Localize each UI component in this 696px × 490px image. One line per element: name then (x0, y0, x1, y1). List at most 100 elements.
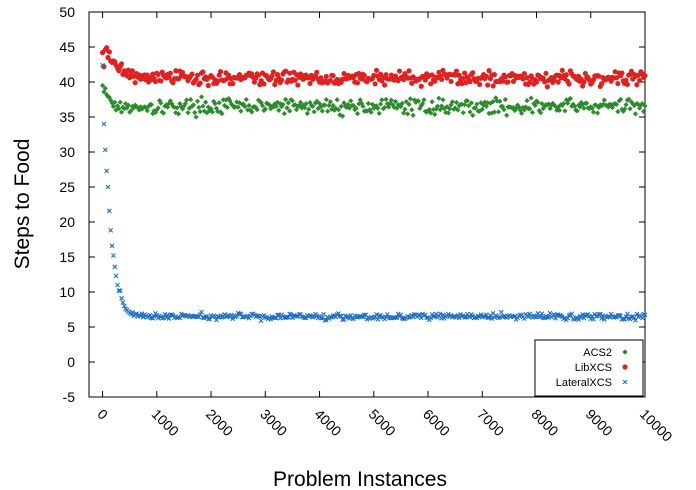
data-point-lateralxcs (115, 282, 120, 288)
data-point-acs2 (268, 106, 274, 112)
data-point-acs2 (536, 108, 542, 114)
data-point-lateralxcs (288, 312, 294, 317)
data-point-lateralxcs (318, 315, 324, 321)
data-point-acs2 (125, 102, 131, 108)
data-point-acs2 (447, 106, 453, 112)
data-point-acs2 (578, 99, 584, 106)
data-point-acs2 (178, 103, 184, 110)
data-point-acs2 (110, 103, 117, 110)
data-point-acs2 (243, 96, 249, 103)
data-point-acs2 (99, 82, 106, 89)
data-point-libxcs (269, 73, 275, 79)
data-point-lateralxcs (223, 313, 229, 319)
data-point-libxcs (255, 72, 262, 78)
data-point-acs2 (428, 110, 434, 116)
data-point-acs2 (504, 112, 510, 118)
data-point-lateralxcs (361, 312, 367, 318)
data-point-lateralxcs (512, 313, 518, 319)
data-point-acs2 (339, 113, 346, 119)
data-point-acs2 (632, 111, 639, 117)
data-point-acs2 (639, 101, 645, 107)
data-point-lateralxcs (262, 314, 268, 320)
legend-label-libxcs: LibXCS (575, 362, 612, 374)
data-point-lateralxcs (475, 313, 481, 319)
data-point-libxcs (455, 81, 461, 87)
data-point-lateralxcs (207, 316, 213, 321)
data-point-acs2 (617, 96, 624, 102)
data-point-libxcs (200, 69, 206, 75)
data-point-lateralxcs (478, 312, 484, 318)
data-point-lateralxcs (111, 253, 116, 258)
data-point-libxcs (278, 77, 285, 83)
data-point-acs2 (283, 96, 289, 103)
data-point-lateralxcs (344, 314, 350, 320)
data-point-libxcs (485, 82, 491, 88)
data-point-libxcs (217, 68, 224, 75)
data-point-acs2 (437, 107, 443, 113)
data-point-acs2 (249, 109, 255, 115)
data-point-libxcs (356, 70, 362, 77)
data-point-lateralxcs (102, 147, 108, 153)
data-point-acs2 (158, 100, 164, 106)
data-point-lateralxcs (108, 228, 114, 233)
data-point-acs2 (284, 105, 290, 111)
data-point-acs2 (495, 109, 502, 115)
data-point-acs2 (192, 109, 198, 116)
data-point-libxcs (642, 72, 648, 79)
x-tick-label: 6000 (420, 406, 453, 439)
data-point-lateralxcs (196, 314, 202, 320)
data-point-libxcs (104, 45, 110, 51)
data-point-acs2 (211, 98, 217, 105)
data-point-acs2 (228, 101, 234, 107)
data-point-lateralxcs (155, 315, 161, 321)
data-point-acs2 (478, 100, 484, 106)
data-point-libxcs (521, 71, 527, 77)
data-point-acs2 (371, 105, 377, 111)
x-tick-label: 9000 (583, 406, 616, 439)
data-point-acs2 (486, 110, 492, 116)
data-point-acs2 (189, 103, 195, 109)
data-point-acs2 (379, 97, 385, 103)
data-point-acs2 (212, 101, 218, 107)
y-tick-label: 50 (59, 4, 75, 20)
data-point-libxcs (307, 80, 313, 87)
data-point-acs2 (277, 101, 283, 107)
data-point-lateralxcs (163, 315, 169, 320)
data-point-libxcs (323, 73, 329, 80)
data-point-acs2 (401, 110, 407, 116)
data-point-acs2 (623, 102, 629, 108)
data-point-acs2 (472, 105, 479, 111)
data-point-libxcs (377, 71, 384, 77)
data-point-acs2 (399, 100, 405, 106)
data-point-libxcs (456, 72, 462, 78)
data-point-acs2 (438, 103, 445, 109)
data-point-acs2 (626, 96, 632, 102)
data-point-acs2 (316, 100, 323, 107)
legend-label-lateralxcs: LateralXCS (556, 377, 612, 389)
data-point-lateralxcs (428, 315, 434, 321)
data-point-libxcs (158, 78, 164, 84)
data-point-libxcs (287, 70, 293, 76)
legend-marker-acs2 (622, 349, 628, 355)
data-point-lateralxcs (119, 295, 124, 301)
data-point-acs2 (550, 100, 556, 106)
data-point-libxcs (409, 80, 415, 86)
data-point-lateralxcs (246, 315, 252, 321)
data-point-lateralxcs (398, 312, 404, 318)
data-point-acs2 (190, 102, 197, 108)
data-point-acs2 (449, 99, 456, 105)
data-point-acs2 (368, 109, 374, 115)
legend-label-acs2: ACS2 (583, 347, 612, 359)
data-point-libxcs (619, 70, 625, 76)
data-point-acs2 (394, 105, 400, 111)
data-point-acs2 (513, 105, 519, 112)
data-point-lateralxcs (374, 311, 379, 317)
data-point-lateralxcs (106, 208, 112, 214)
data-point-lateralxcs (188, 313, 194, 319)
data-point-libxcs (544, 84, 550, 90)
data-point-acs2 (254, 107, 260, 113)
data-point-acs2 (455, 107, 461, 113)
data-point-libxcs (520, 76, 526, 82)
data-point-acs2 (529, 109, 536, 116)
data-point-acs2 (445, 110, 451, 116)
